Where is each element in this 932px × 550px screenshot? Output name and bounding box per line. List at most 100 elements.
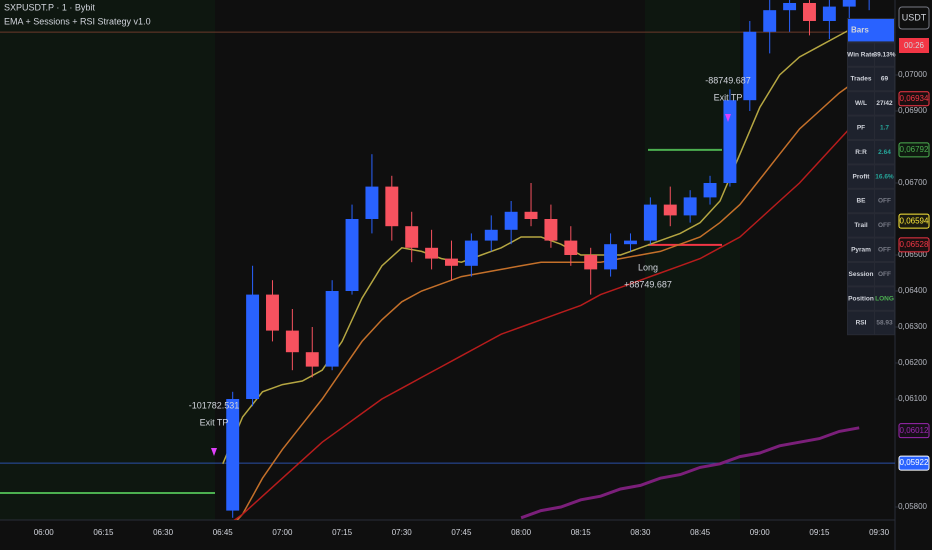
y-tick-label: 0,06700 — [898, 178, 927, 187]
candle-body — [285, 330, 299, 353]
candle-body — [484, 229, 498, 241]
table-cell — [875, 116, 894, 139]
y-tick-label: 0,06400 — [898, 286, 927, 295]
table-label: Trail — [854, 222, 868, 229]
table-header: Bars — [851, 25, 869, 34]
session-shade — [0, 0, 215, 520]
table-value: 16.6% — [875, 173, 894, 180]
table-value: 39.13% — [873, 51, 895, 58]
y-tick-label: 0,06900 — [898, 106, 927, 115]
table-label: BE — [856, 198, 866, 205]
candle-body — [325, 290, 339, 367]
table-cell — [875, 311, 894, 335]
candle-body — [604, 244, 618, 270]
candle-body — [743, 31, 757, 101]
candle-body — [803, 2, 816, 21]
chart-subtitle: EMA + Sessions + RSI Strategy v1.0 — [4, 16, 151, 26]
table-value: OFF — [878, 271, 891, 278]
table-cell — [875, 67, 894, 91]
price-tag-label: 0,05922 — [900, 458, 929, 467]
table-label: Profit — [853, 173, 871, 180]
candle-body — [703, 182, 717, 198]
table-cell — [848, 116, 874, 139]
table-cell — [848, 141, 874, 164]
table-value: 1.7 — [880, 125, 889, 132]
exit-marker — [725, 114, 731, 122]
annotation: +88749.687 — [624, 279, 672, 289]
candle-body — [226, 399, 240, 511]
table-cell — [875, 214, 894, 237]
x-tick-label: 07:30 — [392, 528, 413, 537]
table-value: OFF — [878, 198, 891, 205]
ema-line — [233, 117, 860, 520]
table-value: OFF — [878, 247, 891, 254]
price-tag — [898, 142, 930, 158]
chart-title: SXPUSDT.P · 1 · Bybit — [4, 2, 95, 12]
countdown-tag — [899, 38, 929, 53]
table-cell — [875, 92, 894, 115]
candle-body — [246, 294, 260, 400]
x-tick-label: 09:15 — [809, 528, 830, 537]
table-cell — [848, 263, 874, 286]
candle-body — [405, 226, 419, 248]
annotation: -101782.531 — [189, 400, 240, 410]
y-tick-label: 0,06500 — [898, 250, 927, 259]
table-cell — [848, 165, 874, 188]
currency-box[interactable] — [898, 6, 930, 30]
candle-body — [783, 2, 797, 11]
table-header-bg — [848, 19, 894, 42]
price-tag — [898, 455, 930, 471]
candle-body — [464, 240, 478, 266]
table-label: RSI — [856, 320, 867, 327]
x-tick-label: 09:30 — [869, 528, 890, 537]
candle-body — [445, 258, 458, 266]
table-value: LONG — [875, 295, 894, 302]
x-tick-label: 08:15 — [571, 528, 592, 537]
table-label: Session — [849, 271, 874, 278]
annotation: -88749.687 — [705, 75, 751, 85]
candle-body — [584, 254, 598, 270]
x-tick-label: 06:00 — [34, 528, 55, 537]
table-cell — [848, 189, 874, 213]
x-tick-label: 08:45 — [690, 528, 711, 537]
table-value: 69 — [881, 76, 889, 83]
x-tick-label: 07:15 — [332, 528, 353, 537]
table-value: 27/42 — [876, 100, 893, 107]
table-cell — [875, 189, 894, 213]
candle-body — [624, 240, 637, 245]
table-cell — [848, 92, 874, 115]
x-tick-label: 06:15 — [93, 528, 114, 537]
candle-body — [723, 100, 737, 183]
candle-body — [763, 10, 777, 32]
candle-body — [524, 211, 538, 219]
table-cell — [875, 165, 894, 188]
table-label: Trades — [851, 76, 872, 83]
table-value: 58.93 — [876, 320, 893, 327]
price-tag-label: 0,06594 — [900, 216, 929, 225]
table-label: Win Rate — [847, 51, 875, 58]
price-tag-label: 0,06012 — [900, 426, 929, 435]
plot — [0, 0, 895, 520]
candle-body — [365, 186, 379, 219]
table-cell — [848, 238, 874, 261]
ema-line — [236, 77, 860, 520]
table-label: Position — [848, 295, 874, 302]
table-cell — [875, 43, 894, 66]
session-shade — [645, 0, 740, 520]
annotation: Long — [638, 262, 658, 272]
table-label: R:R — [855, 149, 867, 156]
annotation: Exit TP — [714, 92, 743, 102]
table-label: Pyram — [851, 247, 871, 254]
x-tick-label: 07:45 — [451, 528, 472, 537]
candle-body — [305, 352, 319, 367]
candle-body — [663, 204, 677, 216]
table-cell — [848, 67, 874, 91]
price-tag — [898, 237, 930, 253]
table-cell — [875, 141, 894, 164]
candle-body — [842, 0, 856, 7]
exit-marker — [211, 448, 217, 456]
candle-body — [822, 6, 836, 21]
price-tag — [898, 213, 930, 229]
price-tag-label: 0,06528 — [900, 240, 929, 249]
price-tag-label: 0,06792 — [900, 145, 929, 154]
